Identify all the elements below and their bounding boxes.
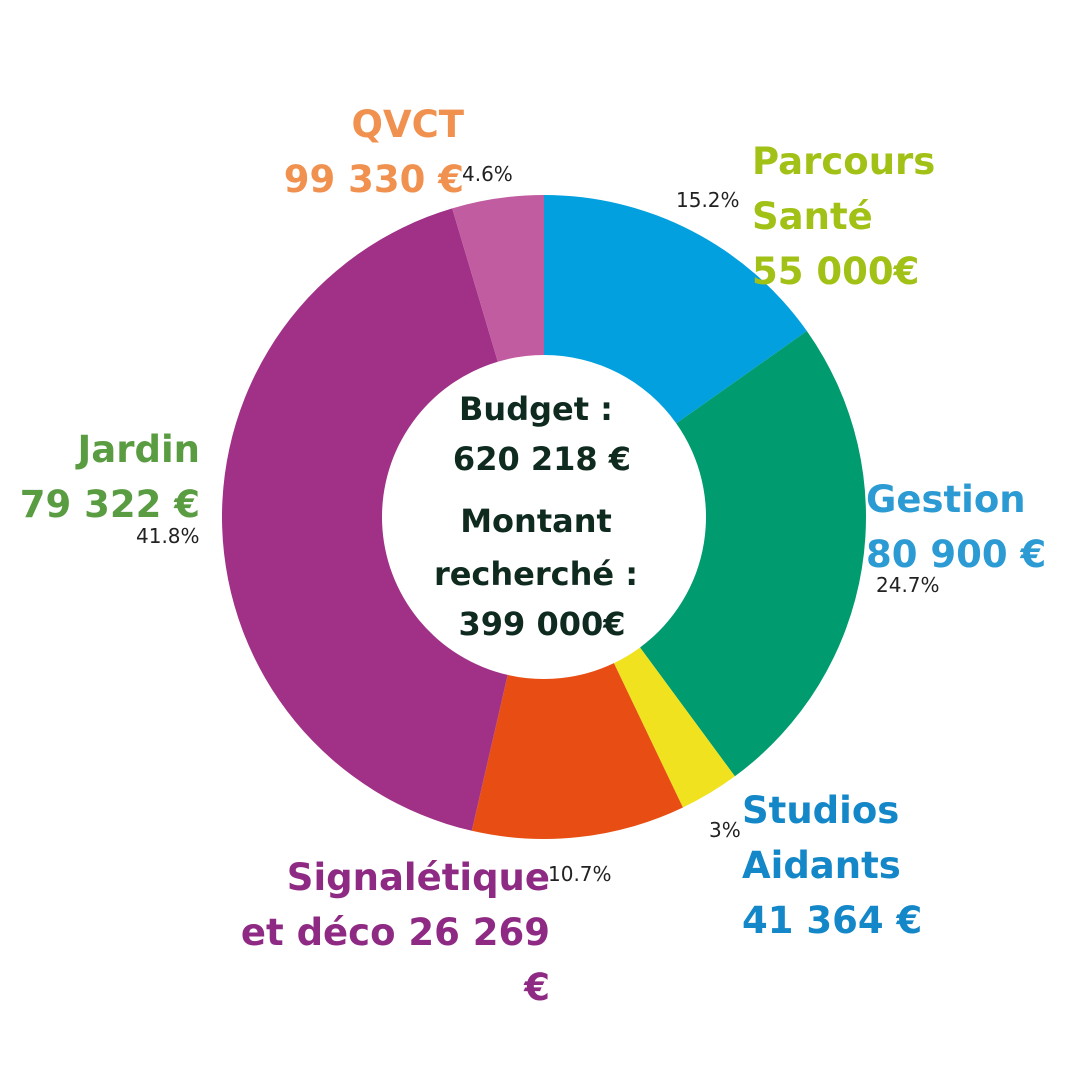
- center-sought-label-2: recherché :: [433, 555, 639, 593]
- slice-label-line: 99 330 €: [283, 158, 464, 201]
- donut-slice-signaletique: [471, 663, 683, 839]
- slice-label-line: Aidants: [742, 844, 901, 887]
- percent-label-qvct: 4.6%: [462, 162, 513, 186]
- slice-label-line: Gestion: [866, 478, 1026, 521]
- slice-label-line: Studios: [742, 789, 900, 832]
- slice-label-line: 55 000€: [752, 250, 920, 293]
- slice-label-signaletique: Signalétique et déco 26 269 €: [241, 850, 550, 1015]
- center-sought-label-1: Montant: [460, 502, 612, 540]
- center-budget-value: 620 218 €: [452, 440, 632, 478]
- slice-label-line: Signalétique: [286, 856, 550, 899]
- slice-label-line: €: [524, 966, 550, 1009]
- slice-label-line: 79 322 €: [19, 483, 200, 526]
- donut-slice-qvct: [452, 195, 544, 362]
- donut-slice-jardin: [221, 208, 508, 831]
- donut-slice-studios: [613, 647, 735, 808]
- slice-label-studios-aidants: Studios Aidants 41 364 €: [742, 783, 922, 948]
- slice-label-jardin: Jardin 79 322 €: [20, 422, 200, 532]
- percent-label-studios-aidants: 3%: [709, 818, 741, 842]
- percent-label-signaletique: 10.7%: [548, 862, 612, 886]
- center-budget-label: Budget :: [459, 390, 613, 428]
- slice-label-line: Jardin: [77, 428, 201, 471]
- slice-label-line: 41 364 €: [742, 899, 923, 942]
- percent-label-parcours-sante: 15.2%: [676, 188, 740, 212]
- slice-label-line: Parcours: [752, 140, 936, 183]
- slice-label-line: QVCT: [351, 103, 464, 146]
- percent-label-gestion: 24.7%: [876, 573, 940, 597]
- slice-label-qvct: QVCT 99 330 €: [284, 97, 464, 207]
- slice-label-line: Santé: [752, 195, 873, 238]
- slice-label-line: et déco 26 269: [240, 911, 550, 954]
- slice-label-parcours-sante: Parcours Santé 55 000€: [752, 134, 935, 299]
- donut-slice-parcours: [544, 195, 807, 424]
- slice-label-gestion: Gestion 80 900 €: [866, 472, 1046, 582]
- donut-slice-gestion: [640, 331, 867, 777]
- donut-slices: [221, 195, 867, 839]
- percent-label-jardin: 41.8%: [136, 524, 200, 548]
- center-sought-value: 399 000€: [458, 605, 626, 643]
- slice-label-line: 80 900 €: [866, 533, 1047, 576]
